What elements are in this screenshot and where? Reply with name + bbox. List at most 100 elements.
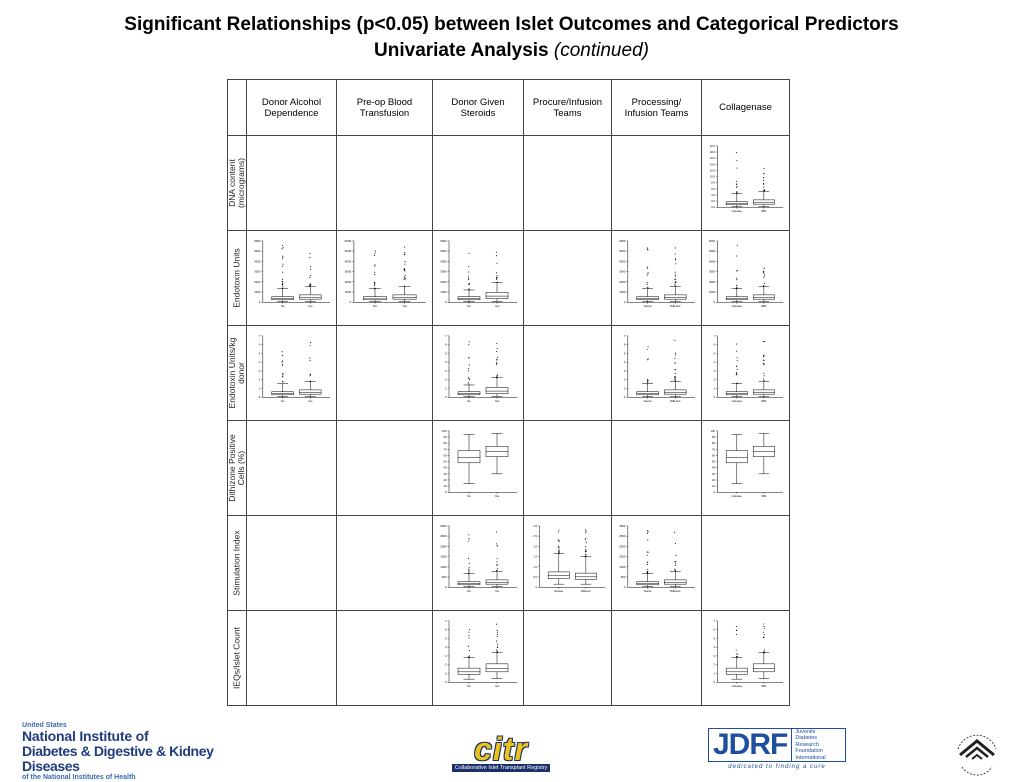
jdrf-tagline: dedicated to finding a cure <box>728 764 826 770</box>
grid-row: Endotoxin Units 0 1000 2000 3000 4000 5000 6000… <box>227 230 790 326</box>
outlier-point <box>763 188 765 191</box>
outlier-point <box>674 283 676 285</box>
outlier-point <box>736 286 738 288</box>
outlier-point <box>374 264 376 266</box>
boxplot-cell: 0.0 2.0 4.0 6.0 8.0 10.0 12.0 14.0 16.0 18.0 20.0 L… <box>701 135 790 231</box>
y-tick-label: 4000 <box>709 259 715 263</box>
box <box>299 389 322 395</box>
column-header-line1: Collagenase <box>719 102 772 113</box>
y-tick-label: 7 <box>624 334 626 338</box>
outlier-point <box>281 361 283 363</box>
y-tick-label: 6000 <box>709 239 715 243</box>
outlier-point <box>495 277 497 279</box>
y-tick-label: 2000 <box>345 280 352 284</box>
outlier-point <box>736 288 738 290</box>
x-category-label: Liberase <box>732 684 743 688</box>
column-header-line1: Donor Alcohol <box>261 96 322 108</box>
empty-cell <box>246 420 337 516</box>
outlier-point <box>647 359 649 361</box>
boxplot-chart: 0 1 2 3 4 5 6 7 Teams Different <box>624 334 696 403</box>
x-category-label: No <box>467 494 471 498</box>
outlier-point <box>736 244 738 246</box>
outlier-point <box>558 547 560 549</box>
y-tick-label: 4000 <box>254 259 261 263</box>
outlier-point <box>763 625 765 628</box>
x-category-label: Yes <box>308 399 313 403</box>
y-tick-label: 16.0 <box>710 156 716 160</box>
y-tick-label: 0 <box>259 300 261 304</box>
box <box>299 294 322 300</box>
outlier-point <box>585 550 587 552</box>
boxplot-chart: 0 1000 2000 3000 4000 5000 6000 No Yes <box>440 239 517 308</box>
citr-logo: citr Collaborative Islet Transplant Regi… <box>452 733 550 772</box>
box <box>725 450 748 464</box>
outlier-point <box>585 530 587 532</box>
y-tick-label: 30 <box>712 472 715 476</box>
outlier-point <box>373 254 376 256</box>
outlier-point <box>468 271 470 273</box>
outlier-point <box>468 568 470 570</box>
y-tick-label: 10.0 <box>710 175 716 179</box>
outlier-point <box>646 383 648 385</box>
empty-cell <box>611 135 702 231</box>
y-tick-label: 5 <box>445 636 447 640</box>
box <box>485 445 509 457</box>
outlier-point <box>763 372 765 374</box>
outlier-point <box>403 268 405 270</box>
x-category-label: NB1 <box>761 399 767 403</box>
outlier-point <box>468 364 470 366</box>
outlier-point <box>496 275 498 277</box>
y-tick-label: 3 <box>445 369 447 373</box>
y-tick-label: 5000 <box>440 249 447 253</box>
y-tick-label: 2 <box>445 378 447 382</box>
outlier-point <box>674 278 676 280</box>
y-tick-label: 0 <box>536 585 538 589</box>
outlier-point <box>495 531 498 533</box>
boxplot-chart: 0 1000 2000 3000 4000 5000 6000 No Yes <box>345 239 426 308</box>
y-tick-label: 6 <box>714 628 716 632</box>
outlier-point <box>468 282 471 284</box>
outlier-point <box>282 282 284 284</box>
outlier-point <box>735 152 737 154</box>
row-label-line1: IEQs/Islet Count <box>231 627 242 689</box>
outlier-point <box>404 277 406 280</box>
x-category-label: Yes <box>495 399 500 403</box>
outlier-point <box>763 282 765 284</box>
y-tick-label: 2000 <box>254 280 261 284</box>
outlier-point <box>558 552 560 554</box>
outlier-point <box>763 276 765 278</box>
x-category-label: Different <box>670 589 681 593</box>
nih-seal-logo <box>952 727 1002 777</box>
column-header: Collagenase <box>701 79 790 136</box>
boxplot-chart: 0 1000 2000 3000 4000 5000 6000 Liberase NB1 <box>709 239 784 308</box>
boxplot-cell: 0 1000 2000 3000 4000 5000 6000 No Yes <box>432 230 524 326</box>
boxplot-chart: 0 500 1000 1500 2000 2500 3000 Teams Different <box>619 524 696 593</box>
box <box>725 667 748 675</box>
outlier-point <box>496 558 498 560</box>
outlier-point <box>736 277 738 279</box>
outlier-point <box>373 281 376 283</box>
y-tick-label: 7 <box>714 334 716 338</box>
y-tick-label: 1000 <box>709 290 715 294</box>
x-category-label: No <box>467 684 471 688</box>
outlier-point <box>647 358 649 360</box>
empty-cell <box>432 135 524 231</box>
x-category-label: Yes <box>495 684 500 688</box>
y-tick-label: 3 <box>445 654 447 658</box>
outlier-point <box>468 562 470 565</box>
y-tick-label: 3000 <box>709 270 715 274</box>
column-header-line1: Procure/Infusion <box>532 96 603 108</box>
y-tick-label: 2.0 <box>711 199 715 203</box>
y-tick-label: 2500 <box>440 534 447 538</box>
outlier-point <box>557 539 559 541</box>
box <box>725 391 748 396</box>
outlier-point <box>468 570 470 572</box>
outlier-point <box>763 363 765 365</box>
outlier-point <box>468 628 470 630</box>
row-header-label: IEQs/Islet Count <box>231 627 242 689</box>
outlier-point <box>674 247 676 249</box>
outlier-point <box>557 531 559 533</box>
outlier-point <box>468 569 470 571</box>
boxplot-cell: 0 0.5 1.0 1.5 2.0 2.5 3.0 Refuse Different <box>523 515 612 611</box>
outlier-point <box>468 534 470 536</box>
